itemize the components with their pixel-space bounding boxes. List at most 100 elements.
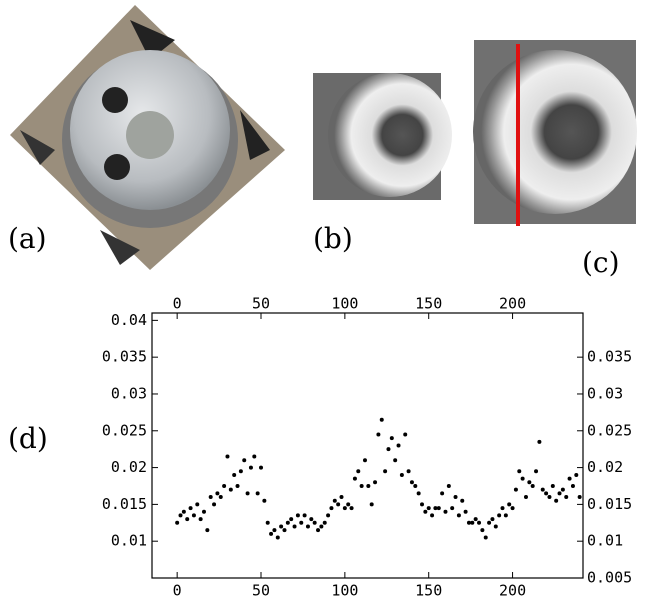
point	[282, 528, 287, 533]
x-tick-label: 100	[331, 582, 358, 600]
x2-tick-label: 100	[331, 295, 358, 313]
point	[440, 491, 445, 496]
point	[426, 506, 431, 511]
y2-tick-label: 0.01	[587, 532, 623, 550]
point	[577, 495, 582, 500]
point	[483, 535, 488, 540]
point	[295, 513, 300, 518]
point	[446, 483, 451, 488]
photo-a	[10, 5, 285, 270]
point	[235, 483, 240, 488]
point	[513, 487, 518, 492]
point	[362, 458, 367, 463]
point	[289, 517, 294, 522]
point	[530, 483, 535, 488]
point	[430, 513, 435, 518]
point	[547, 495, 552, 500]
point	[255, 491, 260, 496]
y2-tick-label: 0.005	[587, 569, 632, 587]
point	[463, 509, 468, 514]
point	[359, 483, 364, 488]
point	[305, 524, 310, 529]
point	[383, 469, 388, 474]
point	[215, 491, 220, 496]
panel-label: (c)	[582, 246, 620, 279]
y-tick-label: 0.01	[111, 532, 147, 550]
point	[212, 502, 217, 507]
point	[389, 436, 394, 441]
point	[285, 520, 290, 525]
point	[208, 495, 213, 500]
point	[352, 476, 357, 481]
point	[510, 506, 515, 511]
point	[195, 502, 200, 507]
point	[564, 495, 569, 500]
point	[275, 535, 280, 540]
point	[228, 487, 233, 492]
point	[245, 491, 250, 496]
panel-label: (b)	[313, 222, 353, 255]
point	[503, 513, 508, 518]
point	[527, 480, 532, 485]
point	[500, 506, 505, 511]
point	[342, 506, 347, 511]
point	[507, 502, 512, 507]
y2-tick-label: 0.015	[587, 495, 632, 513]
y2-tick-label: 0.025	[587, 421, 632, 439]
point	[262, 498, 267, 503]
x-tick-label: 0	[173, 582, 182, 600]
point	[570, 483, 575, 488]
y2-tick-label: 0.035	[587, 348, 632, 366]
point	[433, 506, 438, 511]
point	[534, 469, 539, 474]
point	[456, 513, 461, 518]
image-b	[313, 73, 452, 200]
point	[259, 465, 264, 470]
x-tick-label: 50	[252, 582, 270, 600]
point	[309, 517, 314, 522]
point	[279, 524, 284, 529]
point	[460, 498, 465, 503]
point	[403, 432, 408, 437]
point	[517, 469, 522, 474]
point	[346, 502, 351, 507]
point	[523, 495, 528, 500]
point	[198, 517, 203, 522]
point	[406, 469, 411, 474]
point	[339, 495, 344, 500]
point	[369, 502, 374, 507]
x-tick-label: 200	[499, 582, 526, 600]
point	[396, 443, 401, 448]
point	[399, 472, 404, 477]
panel-label: (a)	[8, 222, 47, 255]
point	[379, 417, 384, 422]
x-tick-label: 150	[415, 582, 442, 600]
point	[222, 483, 227, 488]
point	[332, 498, 337, 503]
point	[520, 476, 525, 481]
point	[480, 528, 485, 533]
point	[544, 491, 549, 496]
x2-tick-label: 0	[173, 295, 182, 313]
y-tick-label: 0.025	[102, 421, 147, 439]
point	[376, 432, 381, 437]
point	[420, 502, 425, 507]
point	[450, 506, 455, 511]
point	[188, 506, 193, 511]
y2-tick-label: 0.03	[587, 384, 623, 402]
point	[453, 495, 458, 500]
point	[574, 472, 579, 477]
y-tick-label: 0.035	[102, 348, 147, 366]
point	[386, 447, 391, 452]
y-tick-label: 0.02	[111, 458, 147, 476]
point	[487, 520, 492, 525]
point	[201, 509, 206, 514]
point	[473, 517, 478, 522]
point	[248, 465, 253, 470]
plot-frame	[151, 312, 584, 579]
point	[252, 454, 257, 459]
y-tick-label: 0.04	[111, 311, 147, 329]
y2-tick-label: 0.02	[587, 458, 623, 476]
point	[322, 520, 327, 525]
